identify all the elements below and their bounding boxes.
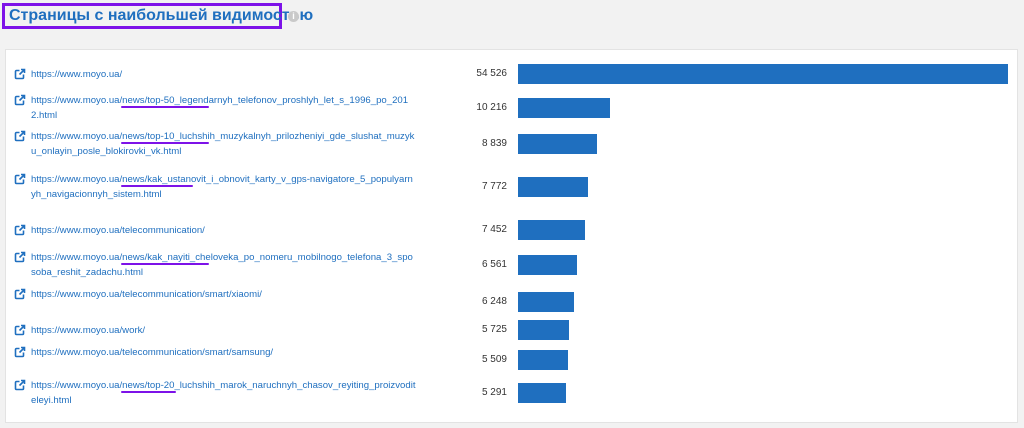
visibility-bar — [518, 98, 610, 118]
visibility-value: 7 772 — [481, 181, 507, 192]
page-url-link[interactable]: https://www.moyo.ua/ — [31, 68, 123, 80]
visibility-value: 10 216 — [476, 102, 507, 113]
info-icon[interactable]: i — [288, 11, 299, 22]
page-url-link[interactable]: https://www.moyo.ua/work/ — [31, 324, 146, 336]
page-url-link[interactable]: https://www.moyo.ua/news/top-10_luchshih… — [31, 131, 415, 157]
news-underline-marker — [121, 185, 193, 187]
visibility-bar — [518, 134, 597, 154]
visibility-bar — [518, 255, 577, 275]
external-link-icon[interactable] — [14, 324, 26, 336]
page-url-link[interactable]: https://www.moyo.ua/news/top-50_legendar… — [31, 95, 409, 121]
external-link-icon[interactable] — [14, 130, 26, 142]
visibility-value: 7 452 — [481, 224, 507, 235]
page-url-link[interactable]: https://www.moyo.ua/news/top-20_luchshih… — [31, 380, 416, 406]
visibility-value: 6 561 — [481, 259, 507, 270]
visibility-bar — [518, 220, 585, 240]
page-url-link[interactable]: https://www.moyo.ua/telecommunication/ — [31, 224, 205, 236]
page-url-link[interactable]: https://www.moyo.ua/news/kak_nayiti_chel… — [31, 252, 413, 278]
visibility-value: 54 526 — [476, 68, 507, 79]
page-url-link[interactable]: https://www.moyo.ua/telecommunication/sm… — [31, 347, 274, 358]
page-url-link[interactable]: https://www.moyo.ua/news/kak_ustanovit_i… — [31, 174, 413, 200]
visibility-value: 6 248 — [481, 296, 507, 307]
news-underline-marker — [121, 263, 209, 265]
external-link-icon[interactable] — [14, 173, 26, 185]
external-link-icon[interactable] — [14, 288, 26, 300]
title-highlight-box: Страницы с наибольшей видимостью — [2, 3, 313, 29]
page-title: Страницы с наибольшей видимостью — [9, 7, 314, 24]
visibility-bar — [518, 320, 569, 340]
news-underline-marker — [121, 142, 209, 144]
visibility-bar — [518, 350, 568, 370]
page-url-link[interactable]: https://www.moyo.ua/telecommunication/sm… — [31, 289, 262, 300]
external-link-icon[interactable] — [14, 251, 26, 263]
visibility-bar — [518, 64, 1008, 84]
visibility-value: 5 725 — [481, 324, 507, 335]
news-underline-marker — [121, 106, 209, 108]
external-link-icon[interactable] — [14, 68, 26, 80]
news-underline-marker — [121, 391, 176, 393]
external-link-icon[interactable] — [14, 224, 26, 236]
visibility-value: 5 509 — [481, 354, 507, 365]
external-link-icon[interactable] — [14, 379, 26, 391]
visibility-value: 8 839 — [481, 138, 507, 149]
visibility-bar — [518, 383, 566, 403]
visibility-chart-panel: https://www.moyo.ua/54 526 https://www.mo… — [5, 49, 1018, 423]
visibility-value: 5 291 — [481, 387, 507, 398]
visibility-bar — [518, 292, 574, 312]
visibility-bar — [518, 177, 588, 197]
external-link-icon[interactable] — [14, 94, 26, 106]
external-link-icon[interactable] — [14, 346, 26, 358]
